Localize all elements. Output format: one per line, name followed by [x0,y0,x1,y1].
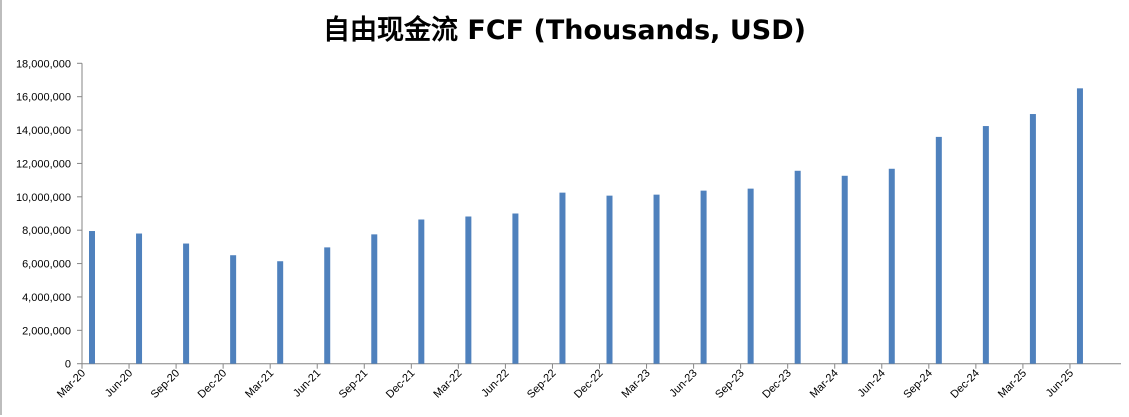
bar [982,126,989,364]
x-tick-label: Sep-23 [713,367,747,401]
x-tick-label: Mar-23 [620,367,653,400]
x-tick-label: Dec-21 [384,367,418,401]
bar [841,175,848,364]
x-tick-label: Jun-22 [479,367,511,399]
bar [935,136,942,364]
bar [700,190,707,364]
x-tick-label: Jun-20 [103,367,135,399]
bar [559,192,566,364]
y-tick-label: 18,000,000 [16,58,71,70]
y-tick-label: 8,000,000 [22,225,71,237]
y-tick-label: 12,000,000 [16,158,71,170]
x-tick-label: Mar-21 [243,367,276,400]
y-tick-label: 16,000,000 [16,92,71,104]
x-tick-label: Dec-20 [196,367,230,401]
chart-title: 自由现金流 FCF (Thousands, USD) [323,15,806,46]
bar [747,188,754,364]
bar [653,194,660,364]
bar [1029,114,1036,364]
bar [183,243,190,364]
y-tick-label: 6,000,000 [22,259,71,271]
y-tick-label: 14,000,000 [16,125,71,137]
bar [277,261,284,364]
x-tick-label: Sep-24 [901,367,935,401]
x-tick-label: Mar-25 [996,367,1029,400]
x-tick-label: Dec-24 [948,367,982,401]
y-tick-label: 4,000,000 [22,292,71,304]
y-tick-label: 0 [65,359,71,371]
bar [230,255,237,364]
bar [136,233,143,364]
x-tick-label: Jun-23 [667,367,699,399]
x-tick-label: Mar-20 [55,367,88,400]
bar [465,216,472,364]
y-tick-label: 10,000,000 [16,192,71,204]
bar [606,195,613,364]
x-tick-label: Mar-24 [808,367,841,400]
bar [371,234,378,364]
bar [324,247,331,364]
x-tick-label: Sep-22 [525,367,559,401]
x-tick-label: Mar-22 [431,367,464,400]
x-tick-label: Sep-21 [337,367,371,401]
x-tick-label: Jun-21 [291,367,323,399]
x-tick-label: Dec-23 [760,367,794,401]
bar [512,213,519,364]
x-tick-label: Jun-24 [856,367,888,399]
x-tick-label: Jun-25 [1044,367,1076,399]
bar [888,168,895,364]
bar [418,219,425,364]
bar [1076,88,1083,364]
x-tick-label: Dec-22 [572,367,606,401]
bar [89,231,95,364]
bar [794,170,801,364]
y-tick-label: 2,000,000 [22,325,71,337]
x-tick-label: Sep-20 [149,367,183,401]
